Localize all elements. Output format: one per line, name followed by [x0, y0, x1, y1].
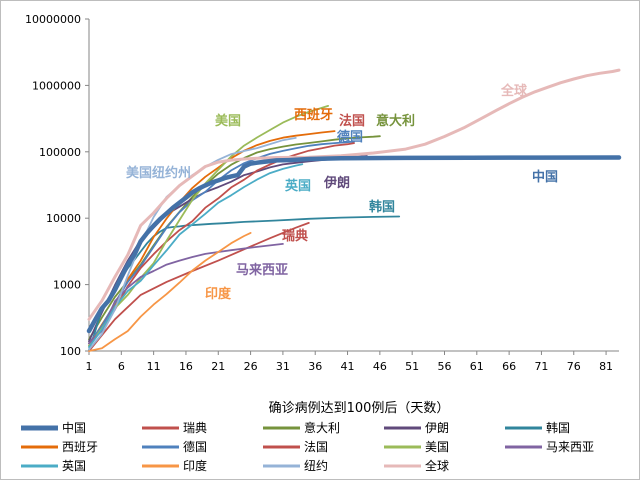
y-tick-label: 10000: [46, 212, 81, 225]
series-line: [88, 105, 329, 347]
legend-label: 瑞典: [183, 421, 207, 435]
legend-label: 伊朗: [425, 421, 449, 435]
x-tick-label: 1: [86, 360, 93, 373]
series-line: [88, 142, 355, 345]
x-tick-label: 11: [147, 360, 161, 373]
x-tick-label: 41: [341, 360, 355, 373]
legend-label: 中国: [62, 420, 86, 435]
legend-label: 法国: [304, 440, 328, 454]
legend-label: 意大利: [304, 420, 340, 435]
series-line: [88, 222, 310, 352]
x-tick-label: 71: [534, 360, 548, 373]
x-tick-label: 46: [373, 360, 387, 373]
y-tick-label: 100: [60, 345, 81, 358]
series-label: 美国纽约州: [126, 165, 191, 181]
series-label: 美国: [215, 113, 241, 129]
x-axis-label: 确诊病例达到100例后（天数）: [269, 401, 450, 416]
series-label: 印度: [205, 286, 232, 302]
legend-label: 美国: [425, 440, 449, 454]
series-line: [88, 232, 252, 352]
series-label: 德国: [337, 129, 363, 145]
series-label: 法国: [339, 113, 365, 129]
legend-label: 德国: [183, 439, 207, 454]
series-label: 西班牙: [294, 107, 333, 123]
legend-label: 英国: [62, 459, 86, 473]
series-label: 英国: [284, 178, 311, 194]
x-tick-label: 61: [470, 360, 484, 373]
x-tick-label: 31: [276, 360, 290, 373]
x-tick-label: 81: [599, 360, 613, 373]
x-tick-label: 36: [308, 360, 322, 373]
series-line: [87, 68, 621, 321]
legend-label: 印度: [183, 458, 207, 473]
y-tick-label: 1000000: [32, 79, 81, 92]
series-label: 全球: [500, 83, 528, 99]
series-label: 中国: [532, 169, 558, 185]
series-lines: [86, 68, 622, 352]
x-tick-label: 51: [405, 360, 419, 373]
x-tick-label: 6: [118, 360, 125, 373]
x-tick-label: 76: [567, 360, 581, 373]
x-tick-label: 66: [502, 360, 516, 373]
series-label: 伊朗: [323, 175, 350, 191]
legend-label: 马来西亚: [546, 440, 594, 454]
x-tick-label: 26: [244, 360, 258, 373]
legend-label: 纽约: [304, 458, 328, 473]
legend-label: 全球: [425, 458, 449, 473]
y-tick-label: 1000: [53, 279, 81, 292]
series-line: [88, 140, 355, 345]
legend-label: 韩国: [546, 420, 570, 435]
y-tick-label: 10000000: [25, 13, 81, 26]
series-label: 瑞典: [282, 228, 308, 244]
series-line: [88, 130, 336, 347]
x-tick-label: 21: [211, 360, 225, 373]
series-label: 韩国: [369, 199, 395, 215]
series-label: 马来西亚: [236, 262, 288, 278]
legend-label: 西班牙: [62, 440, 98, 454]
series-line: [86, 155, 622, 334]
y-tick-label: 100000: [39, 146, 81, 159]
x-tick-label: 56: [437, 360, 451, 373]
series-line: [88, 163, 304, 348]
series-label: 意大利: [376, 113, 415, 129]
x-tick-label: 16: [179, 360, 193, 373]
